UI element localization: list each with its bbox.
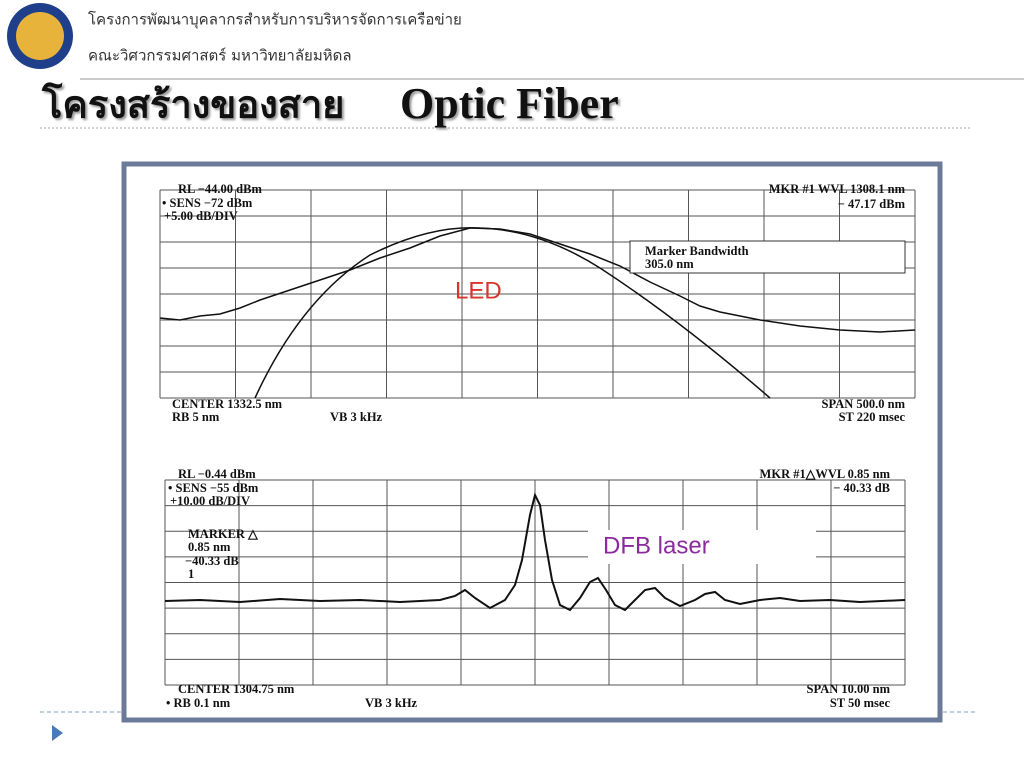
readout: MKR #1 WVL 1308.1 nm — [769, 182, 906, 196]
title-english: Optic Fiber — [400, 79, 619, 128]
readout: • RB 0.1 nm — [166, 696, 231, 710]
readout: SPAN 10.00 nm — [807, 682, 891, 696]
header-line: โครงการพัฒนาบุคลากรสำหรับการบริหารจัดการ… — [88, 11, 462, 30]
readout: − 47.17 dBm — [838, 197, 906, 211]
readout: ST 220 msec — [839, 410, 906, 424]
readout: +10.00 dB/DIV — [170, 494, 250, 508]
marker-box — [629, 240, 906, 274]
readout: • SENS −55 dBm — [168, 481, 259, 495]
readout: 1 — [188, 567, 194, 581]
readout: RL −0.44 dBm — [178, 467, 256, 481]
readout: 0.85 nm — [188, 540, 231, 554]
readout: RL −44.00 dBm — [178, 182, 262, 196]
readout: MARKER △ — [188, 527, 259, 541]
title-thai: โครงสร้างของสาย — [41, 82, 344, 127]
readout: RB 5 nm — [172, 410, 220, 424]
readout: −40.33 dB — [185, 554, 239, 568]
readout: 305.0 nm — [645, 257, 694, 271]
header-line: คณะวิศวกรรมศาสตร์ มหาวิทยาลัยมหิดล — [88, 47, 352, 65]
dfb-label: DFB laser — [603, 532, 710, 559]
readout: Marker Bandwidth — [645, 244, 749, 258]
readout: CENTER 1304.75 nm — [178, 682, 295, 696]
bullet — [52, 725, 63, 741]
logo-inner — [16, 12, 64, 60]
readout: MKR #1△WVL 0.85 nm — [760, 467, 891, 481]
readout: − 40.33 dB — [833, 481, 890, 495]
led-label: LED — [455, 277, 502, 304]
dfb-spectrum — [164, 492, 906, 612]
readout: SPAN 500.0 nm — [822, 397, 906, 411]
led-fit — [254, 226, 771, 399]
label-backdrop — [588, 530, 816, 564]
readout: VB 3 kHz — [330, 410, 383, 424]
readout: CENTER 1332.5 nm — [172, 397, 283, 411]
readout: • SENS −72 dBm — [162, 196, 253, 210]
readout: +5.00 dB/DIV — [164, 209, 238, 223]
readout: VB 3 kHz — [365, 696, 418, 710]
readout: ST 50 msec — [830, 696, 891, 710]
dfb-grid — [164, 479, 906, 686]
